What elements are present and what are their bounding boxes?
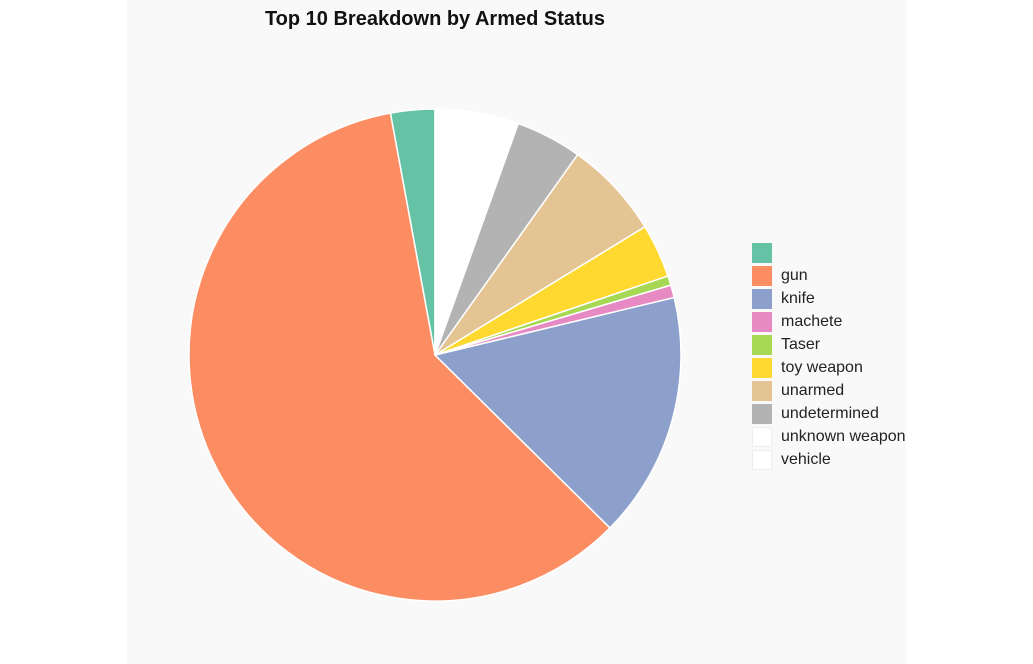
pie-slice-knife — [433, 296, 682, 530]
legend-item: unknown weapon — [752, 425, 906, 448]
legend-swatch — [752, 426, 772, 447]
legend-item: machete — [752, 310, 906, 333]
legend-label: vehicle — [781, 450, 831, 468]
legend-item: unarmed — [752, 379, 906, 402]
pie-slice-gun — [188, 112, 612, 602]
legend-label: unarmed — [781, 381, 845, 399]
legend-swatch — [752, 265, 772, 286]
legend-swatch — [752, 357, 772, 378]
legend-label: machete — [781, 312, 843, 330]
legend-label: unknown weapon — [781, 427, 906, 445]
legend-item: gun — [752, 264, 906, 287]
legend-item: Taser — [752, 333, 906, 356]
legend-swatch — [752, 311, 772, 332]
legend-swatch — [752, 288, 772, 309]
legend-swatch — [752, 403, 772, 424]
legend-item: toy weapon — [752, 356, 906, 379]
legend-swatch — [752, 380, 772, 401]
legend-label: Taser — [781, 335, 821, 353]
legend-label: knife — [781, 289, 815, 307]
legend-swatch — [752, 242, 772, 263]
legend-item: undetermined — [752, 402, 906, 425]
legend-swatch — [752, 449, 772, 470]
legend-swatch — [752, 334, 772, 355]
legend-label: toy weapon — [781, 358, 863, 376]
legend-item — [752, 241, 906, 264]
pie-slice-vehicle — [434, 108, 495, 356]
legend-item: vehicle — [752, 448, 906, 471]
legend-item: knife — [752, 287, 906, 310]
chart-title: Top 10 Breakdown by Armed Status — [264, 8, 606, 30]
legend-label: gun — [781, 266, 808, 284]
chart-legend: gun knife machete Taser toy weapon unarmed und… — [752, 241, 906, 471]
legend-label: undetermined — [781, 404, 879, 422]
pie-slices — [188, 108, 682, 602]
